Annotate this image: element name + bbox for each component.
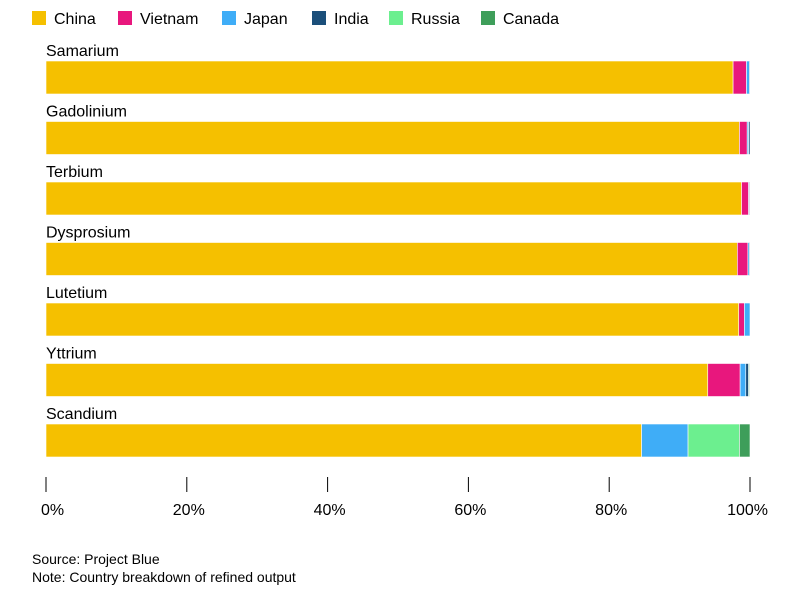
- legend-label-vietnam: Vietnam: [140, 11, 198, 28]
- x-tick-label-20: 20%: [173, 502, 205, 519]
- x-tick-label-60: 60%: [454, 502, 486, 519]
- category-label-gadolinium: Gadolinium: [46, 104, 127, 121]
- bar-gadolinium-india: [748, 121, 751, 155]
- category-label-scandium: Scandium: [46, 406, 117, 423]
- legend-label-japan: Japan: [244, 11, 288, 28]
- bar-yttrium-japan: [739, 363, 747, 397]
- bar-samarium-japan: [746, 60, 750, 95]
- bar-scandium-russia: [687, 423, 740, 458]
- category-label-samarium: Samarium: [46, 43, 119, 60]
- bar-terbium-vietnam: [741, 181, 749, 216]
- bar-samarium-india: [748, 60, 751, 95]
- x-tick-label-0: 0%: [41, 502, 64, 519]
- legend-swatch-japan: [222, 11, 236, 25]
- category-label-yttrium: Yttrium: [46, 346, 97, 363]
- bar-samarium-vietnam: [732, 60, 747, 95]
- bar-lutetium-vietnam: [738, 302, 745, 337]
- bar-gadolinium-vietnam: [739, 121, 748, 155]
- footnote: Note: Country breakdown of refined outpu…: [32, 569, 296, 585]
- bar-dysprosium-vietnam: [737, 242, 749, 276]
- x-tick-label-100: 100%: [727, 502, 768, 519]
- source-note: Source: Project Blue: [32, 551, 160, 567]
- legend-label-russia: Russia: [411, 11, 460, 28]
- legend-swatch-canada: [481, 11, 495, 25]
- legend-swatch-india: [312, 11, 326, 25]
- bar-scandium-japan: [641, 423, 689, 458]
- stacked-bar-chart: China Vietnam Japan India Russia Canada Samar…: [32, 11, 768, 519]
- legend-swatch-russia: [389, 11, 403, 25]
- bar-samarium-china: [45, 60, 734, 95]
- bar-yttrium-china: [45, 363, 709, 397]
- bar-yttrium-canada: [748, 363, 751, 397]
- bar-dysprosium-china: [45, 242, 738, 276]
- legend: China Vietnam Japan India Russia Canada: [32, 11, 559, 28]
- bars: Samarium Gadolinium Terbium Dysprosium Lutet…: [45, 43, 751, 458]
- legend-swatch-vietnam: [118, 11, 132, 25]
- category-label-dysprosium: Dysprosium: [46, 225, 130, 242]
- x-tick-label-80: 80%: [595, 502, 627, 519]
- bar-scandium-canada: [739, 423, 751, 458]
- x-axis: 0% 20% 40% 60% 80% 100%: [41, 477, 768, 519]
- bar-yttrium-india: [745, 363, 749, 397]
- bar-dysprosium-india: [748, 242, 751, 276]
- legend-swatch-china: [32, 11, 46, 25]
- category-label-lutetium: Lutetium: [46, 285, 107, 302]
- bar-yttrium-vietnam: [707, 363, 741, 397]
- bar-lutetium-japan: [744, 302, 751, 337]
- bar-terbium-india: [748, 181, 751, 216]
- bar-gadolinium-china: [45, 121, 740, 155]
- bar-terbium-china: [45, 181, 742, 216]
- category-label-terbium: Terbium: [46, 164, 103, 181]
- x-tick-label-40: 40%: [314, 502, 346, 519]
- bar-lutetium-china: [45, 302, 740, 337]
- legend-label-china: China: [54, 11, 96, 28]
- legend-label-canada: Canada: [503, 11, 559, 28]
- bar-scandium-china: [45, 423, 642, 458]
- legend-label-india: India: [334, 11, 369, 28]
